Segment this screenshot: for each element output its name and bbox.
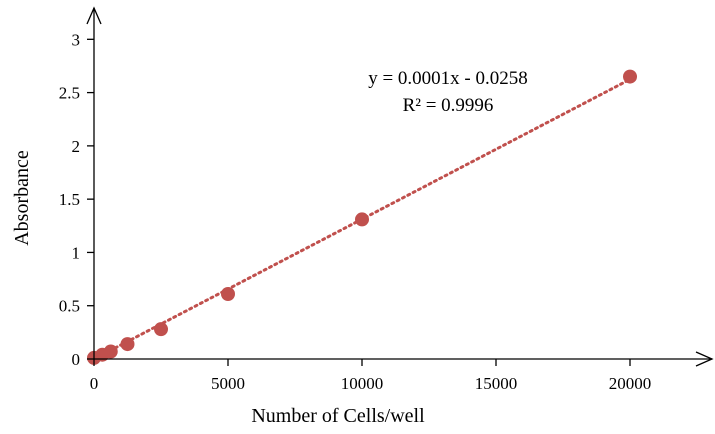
trendline-r-squared: R² = 0.9996 [403, 95, 494, 116]
x-axis-arrow-icon [695, 351, 714, 367]
y-tick-label: 0.5 [59, 297, 80, 316]
x-tick-label: 20000 [609, 374, 652, 393]
x-tick-label: 15000 [475, 374, 518, 393]
y-tick-label: 2 [72, 137, 81, 156]
data-point [154, 322, 168, 337]
y-tick-label: 1.5 [59, 190, 80, 209]
data-point [120, 337, 135, 352]
x-axis-title: Number of Cells/well [251, 405, 425, 427]
y-tick-label: 2.5 [59, 84, 80, 103]
data-point [221, 286, 235, 301]
x-axis: 0 5000 10000 15000 20000 [90, 351, 714, 393]
plot-area [87, 69, 637, 365]
y-axis: 0 0.5 1 1.5 2 2.5 3 [59, 6, 102, 369]
y-ticks: 0 0.5 1 1.5 2 2.5 3 [59, 30, 94, 369]
x-ticks: 0 5000 10000 15000 20000 [90, 359, 652, 393]
y-axis-title: Absorbance [11, 150, 33, 246]
x-tick-label: 5000 [211, 374, 245, 393]
data-point [623, 69, 637, 84]
x-tick-label: 10000 [341, 374, 384, 393]
y-tick-label: 3 [72, 30, 81, 49]
y-axis-arrow-icon [86, 6, 102, 25]
y-tick-label: 0 [72, 350, 81, 369]
data-point [103, 344, 118, 359]
data-points [87, 69, 637, 365]
trendline-equation: y = 0.0001x - 0.0258 [368, 68, 528, 89]
y-tick-label: 1 [72, 243, 81, 262]
x-tick-label: 0 [90, 374, 99, 393]
data-point [355, 212, 369, 227]
